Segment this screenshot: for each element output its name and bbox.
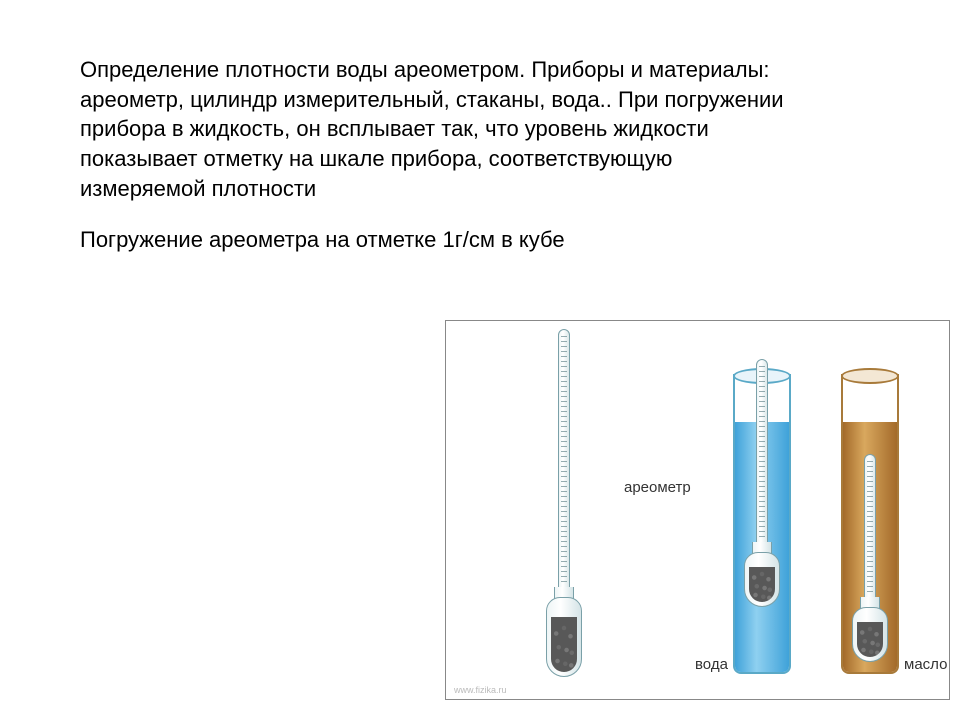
areometer-diagram: ареометр вода масло www.fizika.ru xyxy=(445,320,950,700)
paragraph-2: Погружение ареометра на отметке 1г/см в … xyxy=(80,225,800,255)
description-text: Определение плотности воды ареометром. П… xyxy=(80,55,800,277)
watermark: www.fizika.ru xyxy=(454,685,507,695)
label-oil: масло xyxy=(904,656,947,673)
areometer-in-water xyxy=(744,359,780,609)
areometer-in-oil xyxy=(852,454,888,664)
paragraph-1: Определение плотности воды ареометром. П… xyxy=(80,55,800,203)
label-areometer: ареометр xyxy=(624,479,691,496)
label-water: вода xyxy=(695,656,728,673)
areometer-standalone xyxy=(546,329,582,674)
